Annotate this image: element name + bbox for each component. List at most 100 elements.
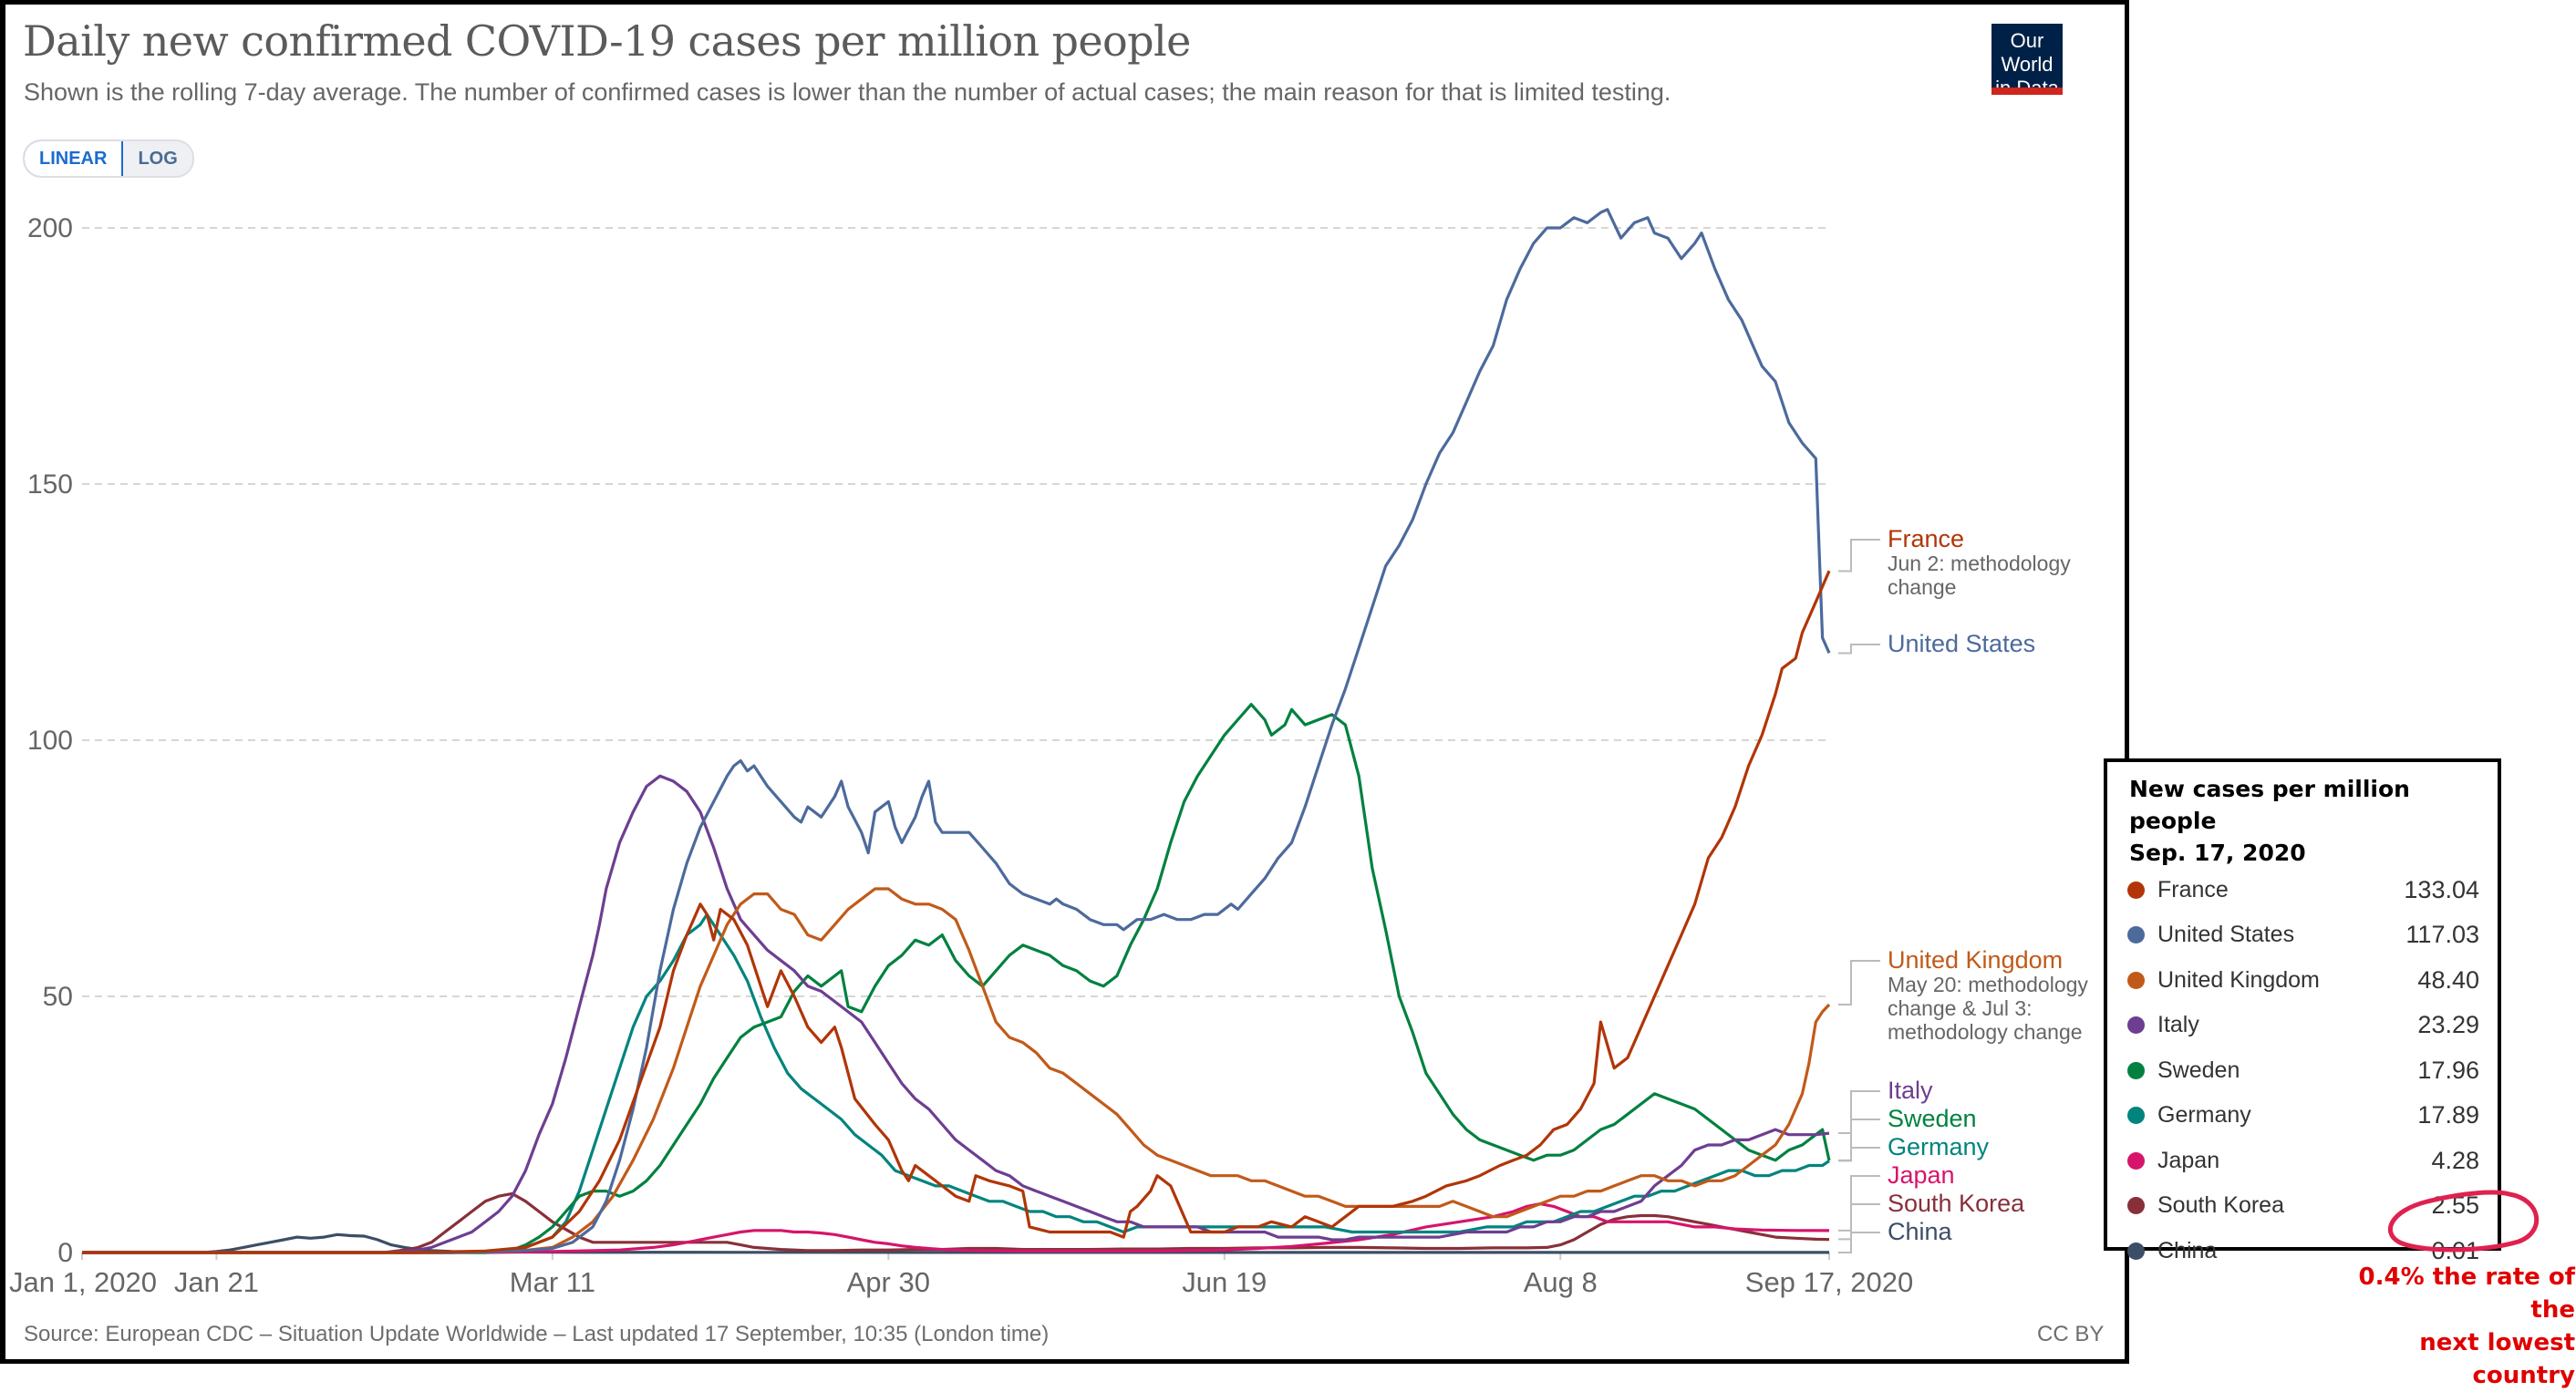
legend-country-value: 4.28 — [2431, 1146, 2479, 1174]
legend-country-name: United Kingdom — [2157, 966, 2320, 993]
log-scale-button[interactable]: LOG — [138, 148, 178, 169]
legend-title-line-1: New cases per million people — [2129, 776, 2410, 834]
legend-color-dot-icon — [2127, 1242, 2145, 1260]
x-tick-label: Jan 1, 2020 — [9, 1266, 157, 1298]
series-line-south-korea[interactable] — [82, 1191, 1830, 1254]
legend-color-dot-icon — [2127, 1061, 2145, 1079]
legend-country-value: 117.03 — [2405, 921, 2479, 948]
legend-color-dot-icon — [2127, 1151, 2145, 1170]
label-connector — [1838, 1090, 1880, 1135]
legend-row[interactable]: Germany 17.89 — [2127, 1098, 2479, 1134]
legend-row[interactable]: Sweden 17.96 — [2127, 1052, 2479, 1088]
legend-country-name: Sweden — [2157, 1057, 2240, 1083]
callout-line-1: 0.4% the rate of the — [2358, 1263, 2575, 1324]
linear-scale-button[interactable]: LINEAR — [24, 141, 124, 176]
legend-country-value: 48.40 — [2417, 965, 2479, 994]
legend-country-value: 133.04 — [2404, 875, 2479, 903]
end-label-note: change & Jul 3: — [1888, 996, 2033, 1020]
end-label-united-states[interactable]: United States — [1888, 630, 2035, 657]
end-label-note: methodology change — [1888, 1020, 2083, 1044]
legend-title-line-2: Sep. 17, 2020 — [2129, 840, 2306, 866]
legend-color-dot-icon — [2127, 1016, 2145, 1034]
end-label-italy[interactable]: Italy — [1888, 1077, 1933, 1104]
legend-country-name: United States — [2157, 922, 2295, 947]
legend-row[interactable]: Italy 23.29 — [2127, 1007, 2479, 1044]
y-tick-label: 0 — [57, 1238, 73, 1268]
legend-row[interactable]: United Kingdom 48.40 — [2127, 962, 2479, 998]
legend-country-name: France — [2157, 876, 2229, 902]
chart-subtitle: Shown is the rolling 7-day average. The … — [24, 78, 1671, 106]
x-tick-label: Aug 8 — [1524, 1266, 1598, 1298]
legend-color-dot-icon — [2127, 881, 2145, 899]
legend-country-name: Japan — [2157, 1147, 2220, 1173]
label-connector — [1838, 960, 1880, 1005]
legend-title: New cases per million people Sep. 17, 20… — [2129, 773, 2498, 869]
values-legend-box: New cases per million people Sep. 17, 20… — [2104, 758, 2501, 1264]
scale-toggle: LINEAR LOG — [23, 139, 194, 178]
label-connector — [1838, 1147, 1880, 1162]
source-note: Source: European CDC – Situation Update … — [24, 1322, 1050, 1346]
legend-row[interactable]: France 133.04 — [2127, 871, 2479, 908]
end-label-japan[interactable]: Japan — [1888, 1161, 1955, 1189]
end-label-note: May 20: methodology — [1888, 973, 2088, 996]
label-connector — [1838, 644, 1880, 655]
x-tick-label: Apr 30 — [847, 1266, 930, 1298]
y-tick-label: 50 — [43, 982, 73, 1012]
series-lines — [82, 208, 1831, 1254]
series-line-italy[interactable] — [82, 774, 1830, 1254]
legend-color-dot-icon — [2127, 926, 2145, 943]
x-tick-label: Mar 11 — [510, 1266, 595, 1298]
series-line-sweden[interactable] — [82, 703, 1831, 1254]
logo-line-1: Our World — [2001, 29, 2054, 76]
x-axis-ticks: Jan 1, 2020 Jan 21 Mar 11 Apr 30 Jun 19 Aug 8… — [9, 1253, 1913, 1298]
legend-country-value: 17.89 — [2417, 1101, 2479, 1129]
label-connector — [1838, 1232, 1880, 1253]
owid-logo[interactable]: Our World in Data — [1991, 24, 2063, 99]
end-label-note: change — [1888, 575, 1956, 599]
legend-country-value: 23.29 — [2417, 1011, 2479, 1038]
legend-country-value: 17.96 — [2417, 1056, 2479, 1084]
legend-row[interactable]: Japan 4.28 — [2127, 1142, 2479, 1179]
end-label-france[interactable]: France — [1888, 525, 1964, 552]
series-line-united-states[interactable] — [82, 208, 1831, 1254]
legend-country-name: Italy — [2157, 1012, 2199, 1037]
x-tick-label: Jan 21 — [174, 1266, 259, 1298]
end-label-south-korea[interactable]: South Korea — [1888, 1190, 2025, 1217]
series-line-japan[interactable] — [82, 1202, 1830, 1254]
series-line-china[interactable] — [82, 1232, 1829, 1254]
y-tick-label: 200 — [27, 213, 73, 243]
series-line-germany[interactable] — [82, 913, 1830, 1254]
label-connector — [1838, 1119, 1880, 1161]
legend-country-name: China — [2157, 1237, 2218, 1263]
end-label-china[interactable]: China — [1888, 1218, 1953, 1245]
end-label-germany[interactable]: Germany — [1888, 1133, 1990, 1160]
label-connector — [1838, 1203, 1880, 1241]
y-tick-label: 150 — [27, 469, 73, 500]
end-label-united-kingdom[interactable]: United Kingdom — [1888, 946, 2063, 974]
line-chart: 0 50 100 150 200 Jan 1, 2020 Jan 21 Mar 11 Apr … — [9, 208, 2088, 1298]
chart-title: Daily new confirmed COVID-19 cases per m… — [23, 16, 1191, 66]
y-tick-label: 100 — [27, 726, 73, 756]
legend-row[interactable]: United States 117.03 — [2127, 917, 2479, 954]
annotation-callout: 0.4% the rate of the next lowest country — [2331, 1261, 2575, 1392]
gridlines — [82, 227, 1829, 997]
highlight-circle — [2387, 1190, 2540, 1253]
series-line-united-kingdom[interactable] — [82, 887, 1831, 1254]
legend-country-name: Germany — [2157, 1102, 2251, 1128]
callout-line-2: next lowest country — [2419, 1329, 2575, 1389]
legend-country-name: South Korea — [2157, 1192, 2284, 1218]
series-line-france[interactable] — [82, 570, 1831, 1254]
label-connector — [1838, 539, 1880, 572]
end-label-note: Jun 2: methodology — [1888, 552, 2071, 575]
y-axis-ticks: 0 50 100 150 200 — [27, 213, 73, 1268]
legend-color-dot-icon — [2127, 971, 2145, 989]
license-link[interactable]: CC BY — [2037, 1322, 2105, 1346]
x-tick-label: Jun 19 — [1182, 1266, 1267, 1298]
legend-color-dot-icon — [2127, 1107, 2145, 1124]
end-label-sweden[interactable]: Sweden — [1888, 1105, 1977, 1132]
legend-color-dot-icon — [2127, 1197, 2145, 1214]
x-tick-label: Sep 17, 2020 — [1745, 1266, 1913, 1298]
label-connector — [1838, 1175, 1880, 1232]
hand-drawn-circle — [2387, 1190, 2540, 1253]
